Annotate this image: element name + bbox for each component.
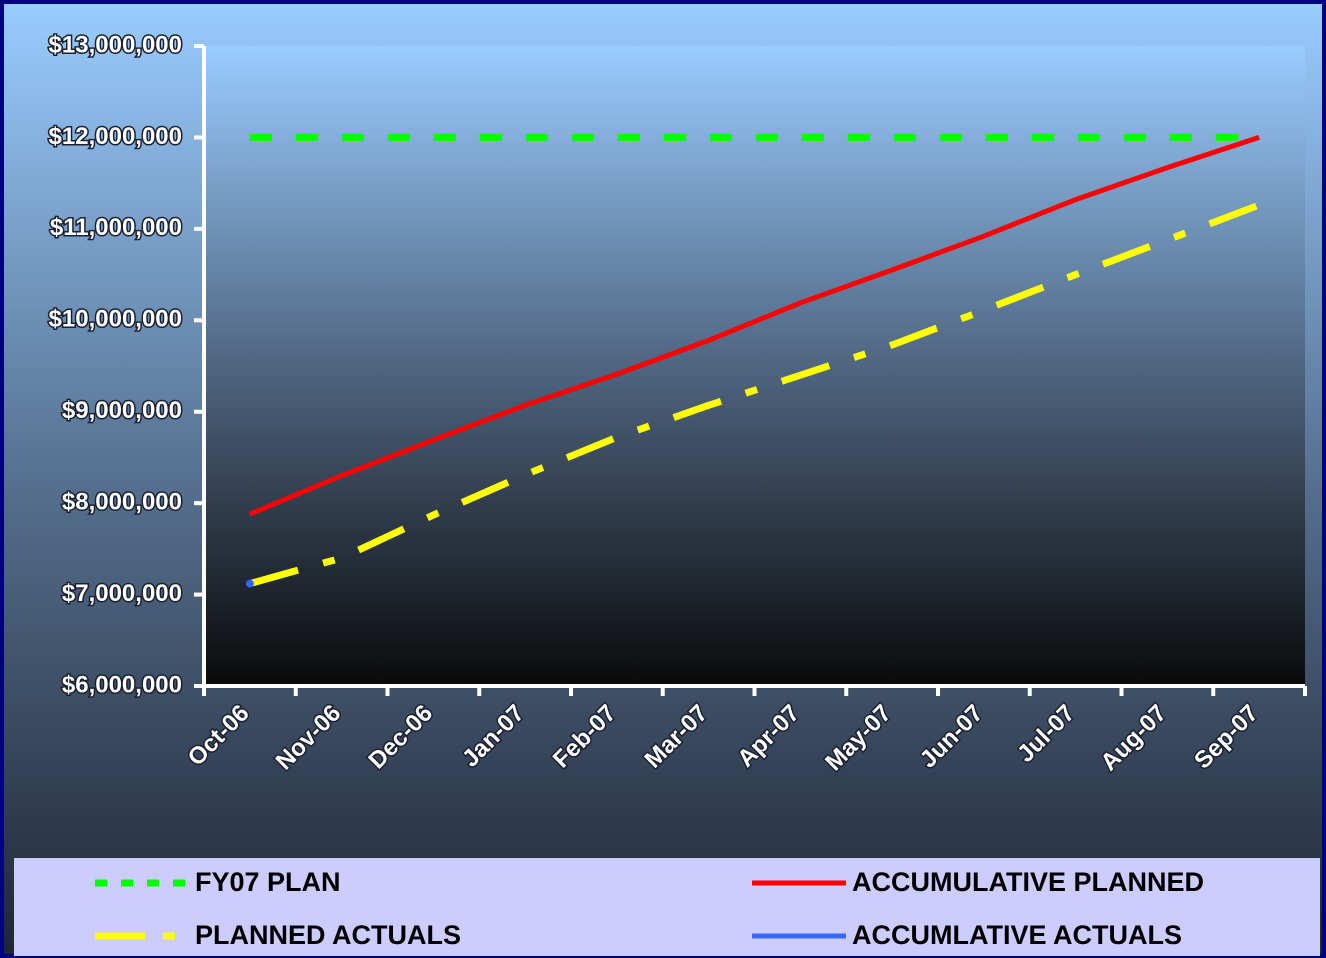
legend-label: FY07 PLAN (195, 867, 341, 897)
legend-area (14, 858, 1320, 956)
legend-label: ACCUMLATIVE ACTUALS (852, 920, 1182, 950)
y-tick-label: $6,000,000 (62, 671, 182, 698)
line-series (248, 201, 1261, 587)
line-point (245, 579, 254, 588)
y-tick-label: $12,000,000 (49, 123, 182, 150)
line-series (248, 135, 1260, 517)
y-tick-label: $9,000,000 (62, 397, 182, 424)
y-tick-label: $13,000,000 (49, 31, 182, 58)
y-tick-label: $8,000,000 (62, 488, 182, 515)
y-tick-label: $11,000,000 (50, 214, 182, 241)
y-tick-label: $7,000,000 (62, 580, 182, 607)
legend-label: PLANNED ACTUALS (195, 920, 461, 950)
y-tick-label: $10,000,000 (49, 306, 182, 333)
plot-area (204, 46, 1305, 686)
legend-label: ACCUMULATIVE PLANNED (852, 867, 1204, 897)
